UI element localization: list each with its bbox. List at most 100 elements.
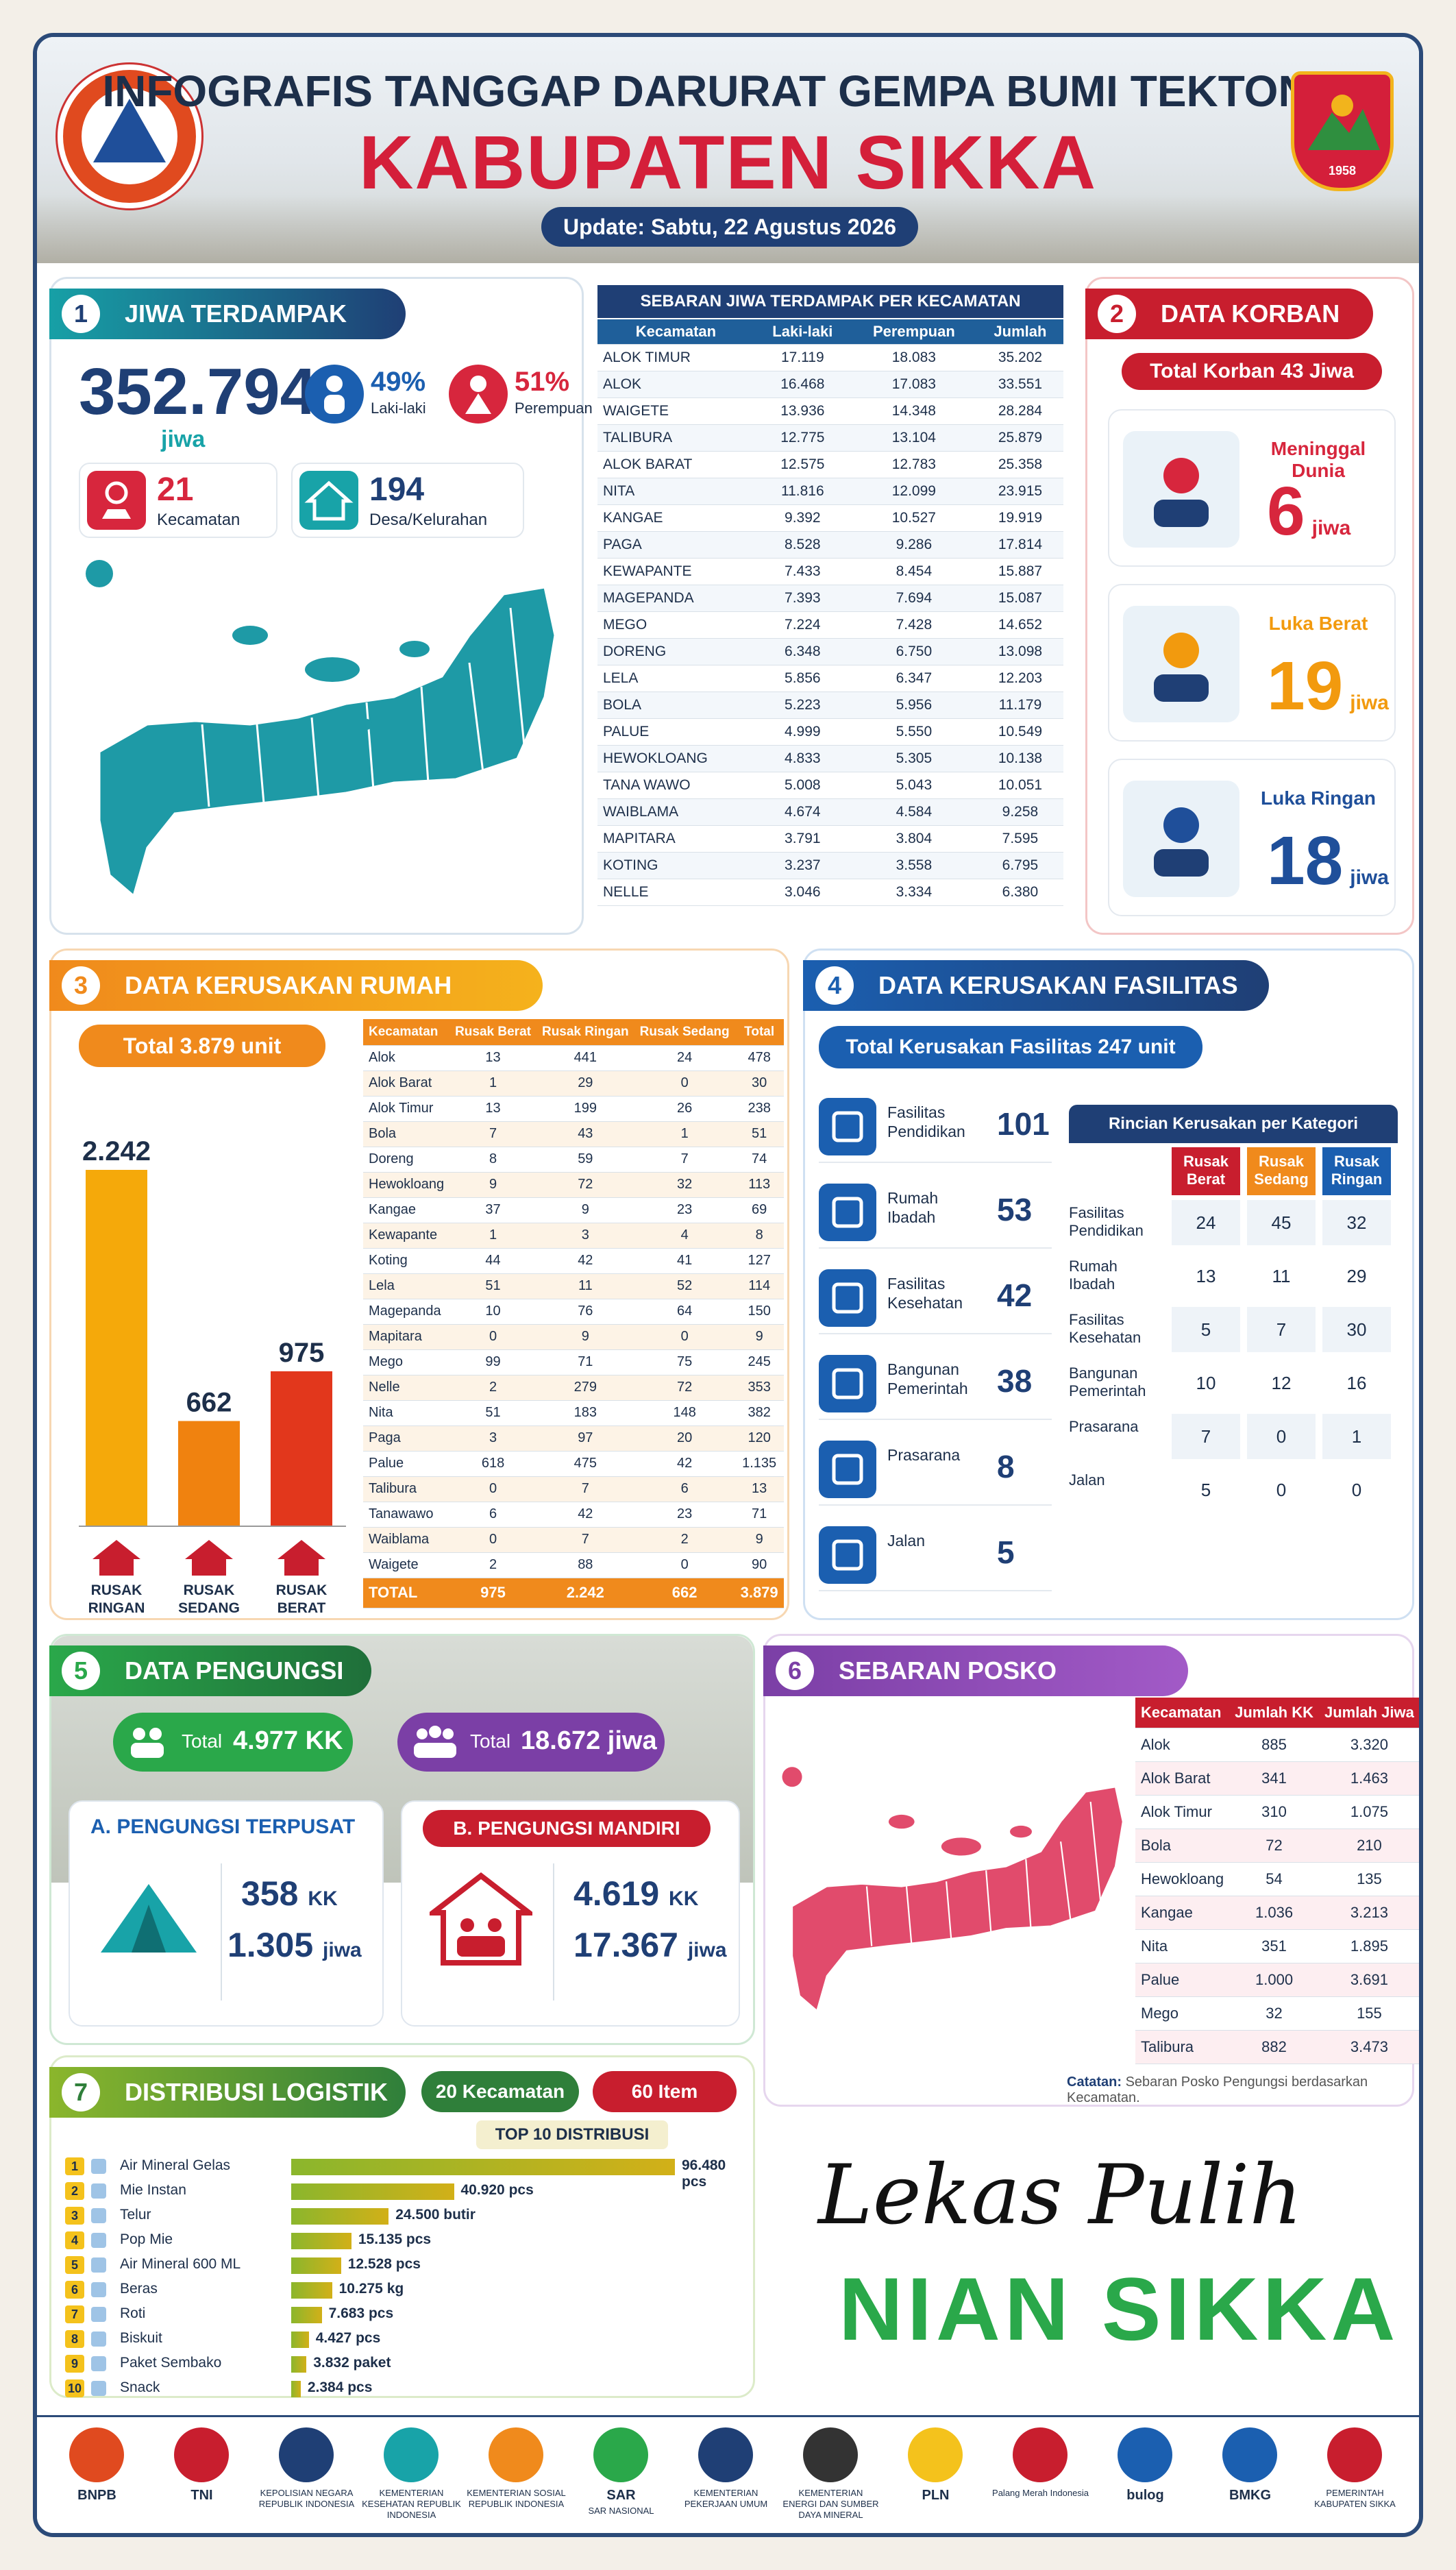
fasum-value: 101 bbox=[997, 1106, 1050, 1142]
table-row: ALOK 16.468 17.083 33.551 bbox=[597, 371, 1063, 398]
table-cell: 20 bbox=[634, 1425, 735, 1452]
detail-cell: 7 bbox=[1172, 1414, 1240, 1459]
table-cell: 882 bbox=[1229, 2030, 1319, 2064]
house-icon-body bbox=[99, 1559, 134, 1576]
table-cell: WAIBLAMA bbox=[597, 798, 754, 826]
table-cell: 120 bbox=[735, 1425, 784, 1452]
table-cell: 3 bbox=[449, 1425, 536, 1452]
road-icon bbox=[819, 1526, 876, 1584]
section-title: JIWA TERDAMPAK bbox=[125, 299, 347, 328]
table-row: Hewokloang 9 72 32 113 bbox=[363, 1172, 784, 1198]
logistik-row: 2 Mie Instan 40.920 pcs bbox=[65, 2179, 750, 2203]
terpusat-kk-unit: KK bbox=[308, 1887, 338, 1910]
table-cell: 24 bbox=[634, 1045, 735, 1071]
table-cell: 14.348 bbox=[850, 397, 977, 425]
table-cell: 33.551 bbox=[976, 371, 1063, 398]
logistik-item-icon bbox=[91, 2257, 106, 2273]
table-cell: 3.473 bbox=[1319, 2030, 1419, 2064]
logistik-bar bbox=[291, 2356, 307, 2373]
table-row: TALIBURA 12.775 13.104 25.879 bbox=[597, 424, 1063, 452]
table-cell: 17.814 bbox=[976, 531, 1063, 559]
table-cell: 7.694 bbox=[850, 585, 977, 612]
logistik-rank: 10 bbox=[65, 2379, 84, 2397]
posko-title: 6 SEBARAN POSKO PENGUNGSI bbox=[763, 1645, 1188, 1735]
detail-cell: 1 bbox=[1322, 1414, 1391, 1459]
table-cell: Talibura bbox=[1135, 2030, 1230, 2064]
sikka-map-red bbox=[782, 1767, 1124, 2012]
kecamatan-chip: 20 Kecamatan bbox=[421, 2071, 579, 2112]
section-title: SEBARAN POSKO PENGUNGSI bbox=[839, 1656, 1057, 1735]
logo-emblem-icon bbox=[1222, 2427, 1277, 2482]
korban-unit: jiwa bbox=[1311, 517, 1351, 539]
table-cell: 0 bbox=[634, 1070, 735, 1097]
table-cell: 13 bbox=[449, 1045, 536, 1071]
detail-cell: 10 bbox=[1172, 1360, 1240, 1406]
logistik-rank: 3 bbox=[65, 2207, 84, 2225]
section-number: 4 bbox=[815, 966, 854, 1005]
bar-value: 662 bbox=[186, 1387, 232, 1417]
table-cell: 885 bbox=[1229, 1728, 1319, 1762]
table-cell: Alok Barat bbox=[1135, 1761, 1230, 1796]
rumah-total: Total 3.879 unit bbox=[79, 1025, 325, 1067]
table-cell: 113 bbox=[735, 1172, 784, 1198]
fasum-value: 38 bbox=[997, 1363, 1033, 1399]
fasum-label: Rumah Ibadah bbox=[887, 1188, 990, 1227]
table-cell: ALOK TIMUR bbox=[597, 344, 754, 371]
fasum-item: Bangunan Pemerintah 38 bbox=[819, 1345, 1052, 1420]
table-row: Nelle 2 279 72 353 bbox=[363, 1375, 784, 1401]
table-cell: 9 bbox=[735, 1324, 784, 1350]
total-cell: 3.879 bbox=[735, 1578, 784, 1608]
detail-header-line: Sedang bbox=[1254, 1171, 1309, 1188]
korban-label: Meninggal Dunia bbox=[1270, 438, 1366, 481]
korban-unit: jiwa bbox=[1350, 866, 1389, 889]
posko-header: Jumlah Jiwa bbox=[1319, 1698, 1419, 1728]
section-data-korban: 2 DATA KORBAN Total Korban 43 Jiwa Mening… bbox=[1085, 277, 1414, 935]
logistik-value: 10.275 kg bbox=[338, 2281, 404, 2297]
logistik-name: Biskuit bbox=[120, 2330, 162, 2346]
table-cell: 32 bbox=[1229, 1996, 1319, 2031]
logistik-rank: 8 bbox=[65, 2330, 84, 2348]
table-cell: 351 bbox=[1229, 1929, 1319, 1963]
fasum-label-line: Fasilitas bbox=[887, 1275, 946, 1293]
table-cell: 23 bbox=[634, 1502, 735, 1528]
table-cell: 3 bbox=[536, 1223, 634, 1249]
table-row: ALOK BARAT 12.575 12.783 25.358 bbox=[597, 451, 1063, 478]
fasum-detail: Rincian Kerusakan per Kategori Rusak Bera… bbox=[1069, 1105, 1398, 1530]
logistik-row: 6 Beras 10.275 kg bbox=[65, 2278, 750, 2301]
section-number: 3 bbox=[62, 966, 100, 1005]
total-kk-label: Total bbox=[182, 1730, 223, 1752]
table-row: KANGAE 9.392 10.527 19.919 bbox=[597, 504, 1063, 532]
government-building-icon bbox=[819, 1355, 876, 1412]
table-cell: 19.919 bbox=[976, 504, 1063, 532]
logo-sub: KEMENTERIAN SOSIAL REPUBLIK INDONESIA bbox=[467, 2488, 566, 2509]
logo-emblem-icon bbox=[174, 2427, 229, 2482]
detail-row-label: Jalan bbox=[1069, 1471, 1165, 1489]
table-cell: 382 bbox=[735, 1400, 784, 1426]
slogan: Lekas Pulih NIAN SIKKA bbox=[763, 2120, 1414, 2395]
sebaran-title: SEBARAN JIWA TERDAMPAK PER KECAMATAN bbox=[597, 285, 1063, 318]
fasum-label: Fasilitas Pendidikan bbox=[887, 1103, 990, 1141]
table-row: WAIBLAMA 4.674 4.584 9.258 bbox=[597, 798, 1063, 826]
table-cell: 7 bbox=[536, 1527, 634, 1553]
logistik-item-icon bbox=[91, 2159, 106, 2174]
sikka-map-teal bbox=[86, 560, 556, 898]
table-row: Tanawawo 6 42 23 71 bbox=[363, 1502, 784, 1528]
pengungsi-mandiri-card: B. PENGUNGSI MANDIRI 4.619 KK 17.367 jiw… bbox=[401, 1800, 740, 2027]
table-cell: Palue bbox=[363, 1451, 450, 1477]
footer-logos: BNPB TNI KEPOLISIAN NEGARA REPUBLIK INDONE… bbox=[37, 2415, 1419, 2533]
table-row: Alok 885 3.320 bbox=[1135, 1728, 1419, 1762]
detail-header-line: Rusak bbox=[1258, 1153, 1305, 1170]
table-cell: 69 bbox=[735, 1197, 784, 1223]
table-cell: KEWAPANTE bbox=[597, 558, 754, 585]
table-cell: 10.549 bbox=[976, 718, 1063, 746]
table-cell: Alok Timur bbox=[363, 1096, 450, 1122]
fasum-detail-title: Rincian Kerusakan per Kategori bbox=[1069, 1105, 1398, 1143]
table-cell: 71 bbox=[735, 1502, 784, 1528]
table-row: BOLA 5.223 5.956 11.179 bbox=[597, 692, 1063, 719]
total-jiwa-label: Total bbox=[470, 1730, 511, 1752]
table-cell: 7 bbox=[634, 1147, 735, 1173]
rumah-header: Kecamatan bbox=[363, 1019, 450, 1046]
detail-header-line: Ringan bbox=[1331, 1171, 1383, 1188]
footer-logo: BNPB bbox=[47, 2427, 147, 2533]
terpusat-kk: 358 bbox=[241, 1874, 299, 1913]
